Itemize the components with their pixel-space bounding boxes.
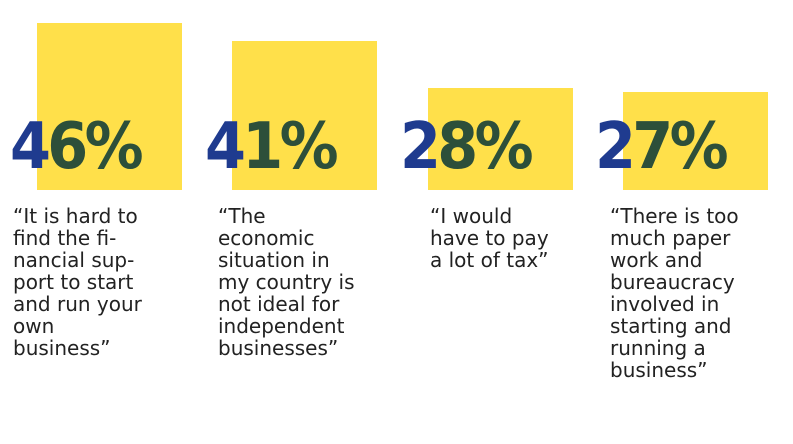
value-label-3: 28% [400, 105, 534, 190]
category-label-2: “The economic situation in my country is… [218, 204, 355, 360]
value-label-3-rest: 8% [437, 110, 533, 184]
value-label-1: 46% [10, 105, 144, 190]
value-label-1-first-digit: 4 [10, 110, 51, 184]
value-label-4: 27% [595, 105, 729, 190]
category-label-4: “There is too much paper work and bureau… [610, 204, 739, 382]
value-label-3-first-digit: 2 [400, 110, 441, 184]
value-label-1-rest: 6% [47, 110, 143, 184]
value-label-4-rest: 7% [632, 110, 728, 184]
value-label-4-first-digit: 2 [595, 110, 636, 184]
bar-3 [428, 88, 573, 190]
value-label-2-first-digit: 4 [205, 110, 246, 184]
category-label-3: “I would have to pay a lot of tax” [430, 204, 549, 272]
bar-2 [232, 40, 377, 190]
value-label-2: 41% [205, 105, 339, 190]
bar-4 [623, 91, 768, 190]
value-label-2-rest: 1% [242, 110, 338, 184]
bar-1 [37, 22, 182, 190]
category-label-1: “It is hard to find the fi- nancial sup-… [13, 204, 142, 360]
